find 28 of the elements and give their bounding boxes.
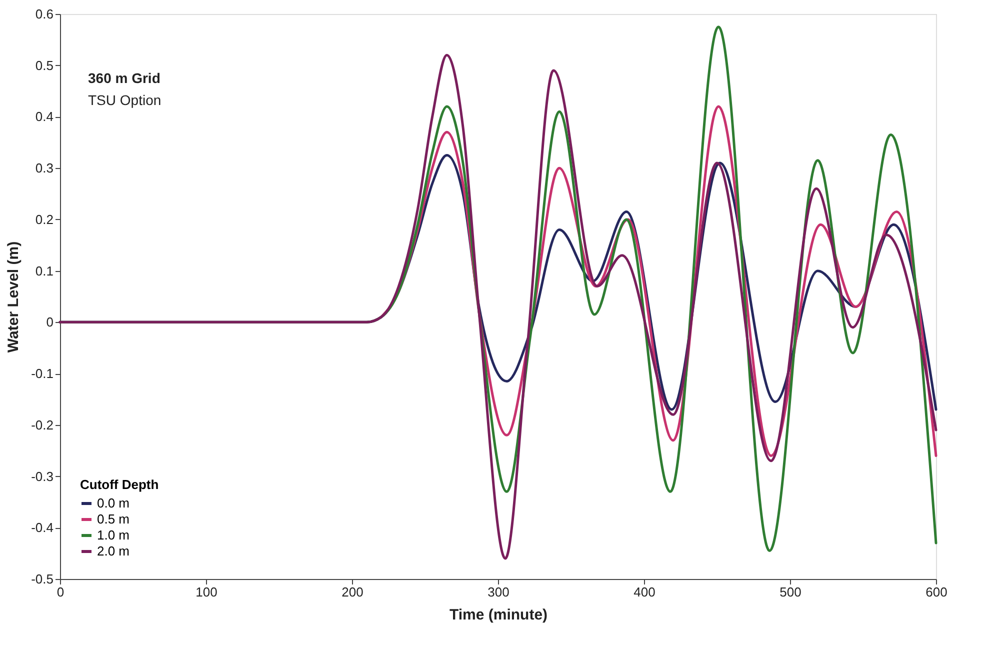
y-tick-label: -0.3: [31, 468, 54, 484]
y-tick-label: 0.1: [35, 263, 54, 278]
legend-label: 0.5 m: [97, 512, 130, 526]
y-tick-label: 0.4: [35, 109, 54, 124]
legend-title: Cutoff Depth: [80, 477, 159, 492]
annotation: TSU Option: [88, 92, 162, 108]
y-tick-label: -0.5: [31, 572, 54, 586]
y-tick-label: -0.4: [31, 520, 54, 536]
y-tick-label: -0.2: [31, 417, 54, 432]
legend-label: 0.0 m: [97, 496, 130, 510]
x-tick-label: 100: [196, 584, 218, 600]
annotation: 360 m Grid: [88, 70, 160, 86]
x-tick-label: 300: [488, 584, 510, 600]
x-tick-label: 0: [56, 584, 64, 600]
x-tick-label: 400: [634, 584, 656, 600]
y-tick-label: 0: [46, 314, 54, 330]
x-axis-title: Time (minute): [449, 606, 548, 624]
y-tick-label: 0.3: [35, 160, 54, 176]
y-tick-label: 0.6: [35, 6, 54, 22]
y-axis-title: Water Level (m): [5, 241, 22, 353]
y-tick-label: -0.1: [31, 366, 54, 382]
legend-label: 1.0 m: [97, 528, 130, 542]
x-tick-label: 600: [926, 584, 948, 600]
x-tick-label: 200: [342, 584, 364, 600]
legend-label: 2.0 m: [97, 544, 130, 558]
y-tick-label: 0.5: [35, 58, 54, 73]
x-tick-label: 500: [780, 584, 802, 600]
y-tick-label: 0.2: [35, 212, 54, 227]
